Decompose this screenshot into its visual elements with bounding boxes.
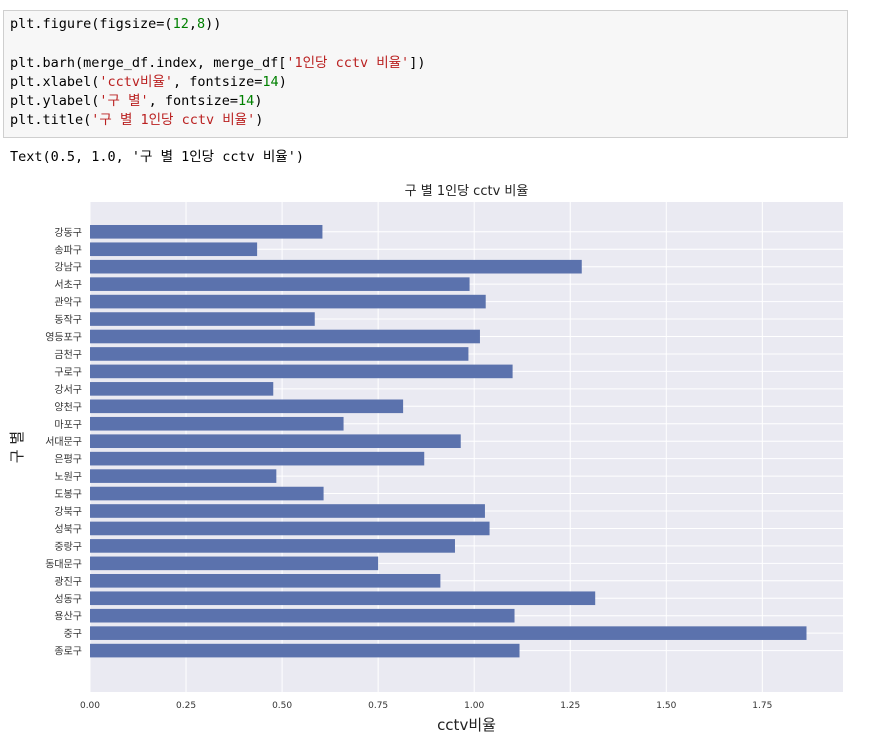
code-line: plt.ylabel('구 별', fontsize=14) [10, 92, 841, 111]
bar-중구 [90, 626, 807, 640]
code-token: 'cctv비율' [99, 73, 174, 90]
y-tick-label: 마포구 [54, 419, 82, 431]
bar-송파구 [90, 242, 258, 257]
code-token: '구 별' [99, 93, 149, 110]
y-tick-label: 동대문구 [45, 558, 82, 570]
code-token: , [188, 16, 197, 32]
bar-관악구 [90, 294, 486, 309]
bar-노원구 [90, 469, 277, 483]
bar-동대문구 [90, 556, 379, 571]
x-tick-label: 0.50 [272, 701, 292, 711]
y-tick-label: 동작구 [54, 314, 82, 326]
y-tick-label: 영등포구 [45, 332, 82, 344]
x-tick-label: 1.50 [656, 701, 676, 711]
code-token: plt.title( [10, 112, 92, 129]
code-line: plt.xlabel('cctv비율', fontsize=14) [10, 73, 841, 92]
bar-chart: 강동구송파구강남구서초구관악구동작구영등포구금천구구로구강서구양천구마포구서대문… [8, 184, 843, 734]
y-tick-label: 강서구 [54, 384, 82, 396]
code-token: ]) [409, 54, 426, 71]
bar-양천구 [90, 399, 404, 414]
code-token: plt.barh(merge_df.index, merge_df[ [10, 54, 287, 71]
x-tick-label: 1.00 [464, 701, 484, 711]
y-tick-label: 종로구 [54, 646, 82, 658]
y-tick-label: 강동구 [54, 227, 82, 239]
code-token: '구 별 1인당 cctv 비율' [91, 112, 256, 129]
bar-광진구 [90, 573, 441, 588]
y-tick-label: 금천구 [54, 349, 82, 361]
bar-금천구 [90, 347, 469, 361]
y-tick-label: 강북구 [54, 506, 82, 518]
x-tick-label: 0.00 [80, 701, 100, 711]
bar-종로구 [90, 643, 520, 658]
bar-성동구 [90, 591, 596, 606]
bar-은평구 [90, 451, 425, 466]
y-axis-label: 구 별 [8, 431, 26, 463]
cell-output-text: Text(0.5, 1.0, '구 별 1인당 cctv 비율') [10, 149, 304, 165]
bar-중랑구 [90, 539, 455, 553]
code-token: '1인당 cctv 비율' [286, 54, 410, 71]
code-token: plt.ylabel( [10, 93, 100, 110]
x-tick-label: 1.25 [560, 701, 580, 711]
bar-영등포구 [90, 329, 480, 344]
y-tick-label: 용산구 [54, 611, 82, 623]
code-token: 8 [196, 16, 206, 32]
code-line: plt.barh(merge_df.index, merge_df['1인당 c… [10, 54, 841, 73]
y-tick-label: 중랑구 [54, 541, 82, 553]
bar-도봉구 [90, 486, 324, 501]
y-tick-label: 광진구 [54, 576, 82, 588]
y-tick-label: 중구 [64, 628, 82, 640]
x-tick-labels: 0.00 0.25 0.50 0.75 1.00 1.25 1.50 1.75 [80, 701, 772, 711]
x-axis-label: cctv비율 [437, 716, 496, 734]
bar-성북구 [90, 521, 490, 536]
code-line: plt.figure(figsize=(12,8)) [10, 15, 841, 34]
y-tick-label: 서대문구 [45, 436, 82, 448]
bar-동작구 [90, 312, 315, 326]
y-tick-label: 성동구 [54, 593, 82, 605]
chart-title: 구 별 1인당 cctv 비율 [405, 184, 529, 199]
x-tick-label: 0.75 [368, 701, 388, 711]
y-tick-label: 성북구 [54, 523, 82, 535]
code-token: , fontsize= [148, 93, 239, 110]
bar-강서구 [90, 382, 274, 396]
y-tick-label: 구로구 [54, 367, 82, 378]
code-token: ) [254, 93, 263, 110]
code-token: plt.figure(figsize=( [10, 16, 173, 32]
bar-용산구 [90, 608, 515, 623]
code-token: ) [278, 73, 287, 90]
bars [90, 224, 807, 658]
code-cell[interactable]: plt.figure(figsize=(12,8)) plt.barh(merge… [3, 10, 848, 138]
bar-서대문구 [90, 434, 461, 449]
y-tick-label: 강남구 [54, 262, 82, 274]
bar-강동구 [90, 224, 323, 239]
code-line [10, 34, 841, 53]
code-token: , fontsize= [173, 73, 263, 90]
bar-강남구 [90, 259, 582, 274]
code-token: 12 [172, 16, 189, 32]
code-token: plt.xlabel( [10, 73, 100, 90]
y-tick-label: 송파구 [54, 244, 82, 256]
x-tick-label: 1.75 [752, 701, 772, 711]
code-token: )) [205, 16, 222, 32]
code-token: 14 [238, 93, 255, 110]
bar-마포구 [90, 416, 344, 431]
code-token: 14 [262, 73, 279, 90]
y-tick-label: 관악구 [54, 297, 82, 309]
y-tick-label: 은평구 [54, 454, 82, 466]
bar-구로구 [90, 364, 513, 379]
x-tick-label: 0.25 [176, 701, 196, 711]
bar-서초구 [90, 277, 470, 291]
bar-강북구 [90, 504, 485, 518]
y-tick-label: 노원구 [54, 471, 82, 483]
y-tick-labels: 강동구송파구강남구서초구관악구동작구영등포구금천구구로구강서구양천구마포구서대문… [45, 227, 82, 658]
code-token: ) [255, 112, 264, 129]
y-tick-label: 양천구 [54, 401, 82, 413]
code-line: plt.title('구 별 1인당 cctv 비율') [10, 111, 841, 130]
y-tick-label: 서초구 [54, 279, 82, 291]
y-tick-label: 도봉구 [54, 489, 82, 501]
